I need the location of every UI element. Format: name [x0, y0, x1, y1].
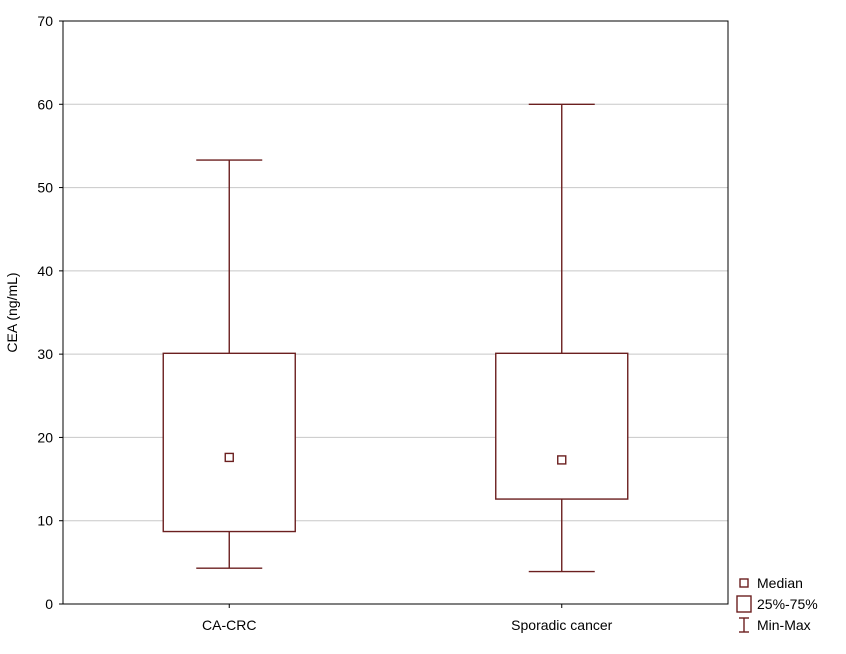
iqr-box — [162, 352, 296, 533]
y-tick-label: 40 — [37, 263, 53, 279]
y-tick-label: 10 — [37, 513, 53, 529]
box-series — [162, 103, 629, 573]
legend-box-symbol — [736, 595, 752, 613]
legend-label: 25%-75% — [757, 596, 818, 612]
y-tick-label: 20 — [37, 429, 53, 445]
legend: Median 25%-75% Min-Max — [736, 575, 818, 633]
median-marker — [224, 452, 234, 463]
iqr-box — [495, 352, 629, 500]
y-tick-label: 30 — [37, 346, 53, 362]
legend-median-symbol — [739, 578, 749, 588]
legend-item-box: 25%-75% — [736, 595, 818, 613]
y-tick-label: 70 — [37, 13, 53, 29]
y-tick-label: 0 — [45, 596, 53, 612]
legend-item-whisker: Min-Max — [739, 617, 811, 633]
x-tick-label: CA-CRC — [202, 617, 256, 633]
x-tick-label: Sporadic cancer — [511, 617, 613, 633]
x-axis-ticks: CA-CRC Sporadic cancer — [202, 604, 613, 633]
y-axis-ticks: 0 10 20 30 40 50 60 70 — [37, 13, 63, 612]
y-tick-label: 60 — [37, 96, 53, 112]
median-marker — [557, 455, 567, 465]
legend-label: Median — [757, 575, 803, 591]
box-1 — [162, 159, 296, 569]
plot-frame — [62, 20, 729, 605]
legend-item-median-marker: Median — [739, 575, 803, 591]
legend-label: Min-Max — [757, 617, 811, 633]
box-2 — [495, 103, 629, 573]
y-tick-label: 50 — [37, 180, 53, 196]
y-axis-label: CEA (ng/mL) — [4, 272, 20, 352]
